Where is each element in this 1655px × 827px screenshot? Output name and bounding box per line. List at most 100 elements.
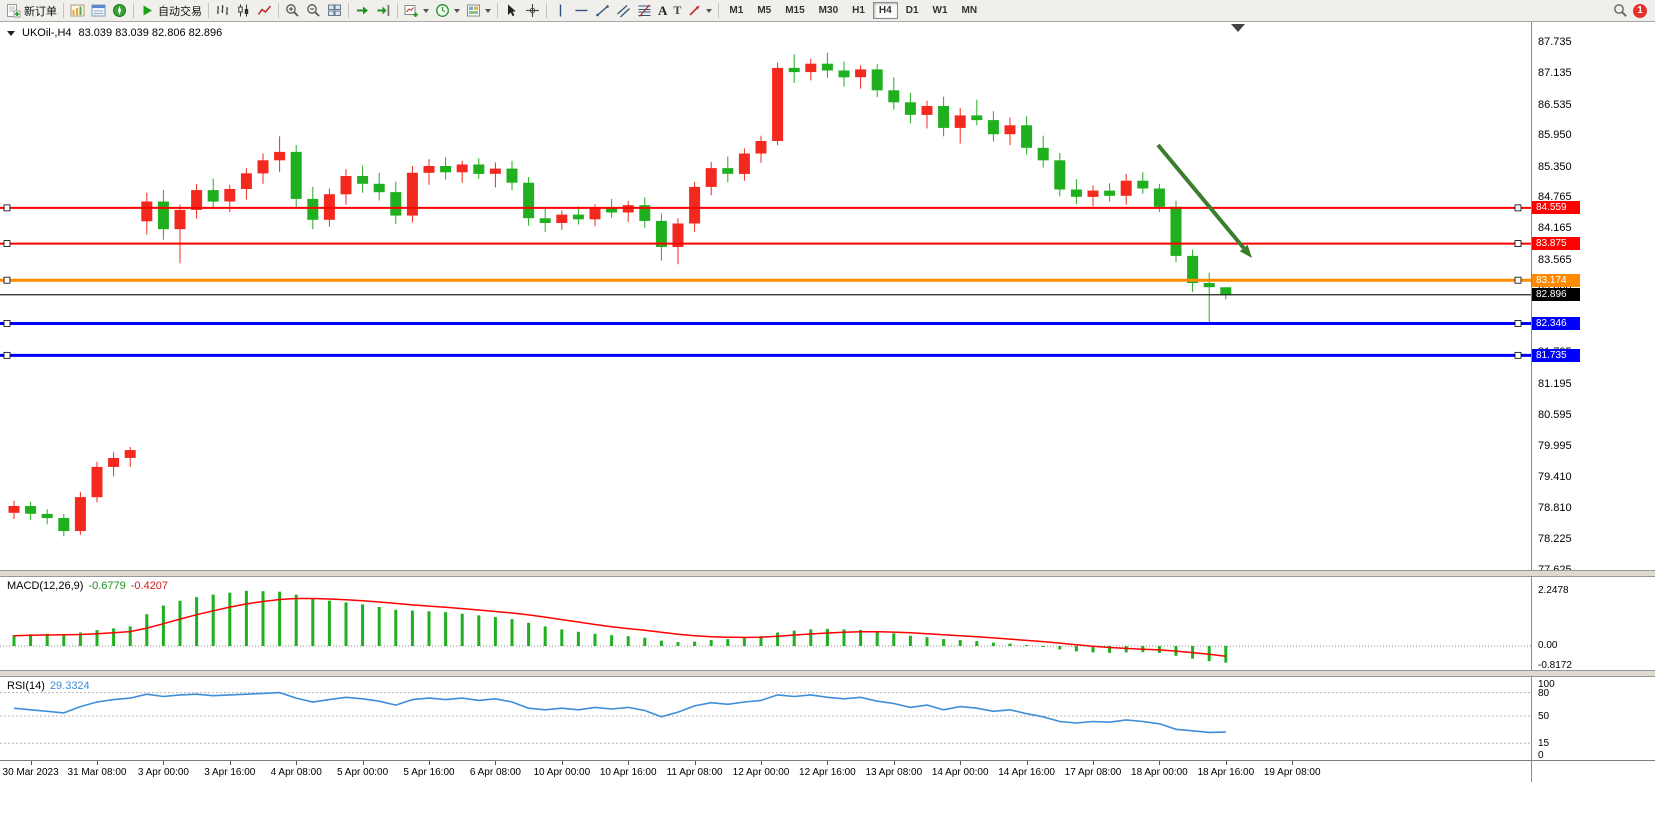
vertical-line-tool-button[interactable]: [550, 1, 571, 21]
line-handle: [1514, 276, 1522, 284]
rsi-value: 29.3324: [49, 680, 90, 692]
time-label: 13 Apr 08:00: [865, 767, 923, 778]
time-axis-tick: [97, 761, 98, 765]
rsi-panel[interactable]: [0, 677, 1531, 760]
tile-windows-button[interactable]: [324, 1, 345, 21]
tile-windows-icon: [328, 4, 341, 16]
price-scale-label: 86.535: [1538, 98, 1572, 111]
time-label: 11 Apr 08:00: [666, 767, 723, 778]
dropdown-arrow-icon: [423, 8, 429, 13]
time-label: 12 Apr 00:00: [732, 767, 790, 778]
timeframe-m15-button[interactable]: M15: [779, 2, 810, 19]
arrows-tool-button[interactable]: [684, 1, 715, 21]
price-badge-81.735: 81.735: [1532, 348, 1580, 362]
price-scale-label: 78.225: [1538, 532, 1572, 545]
price-badge-83.875: 83.875: [1532, 237, 1580, 251]
macd-scale-label: -0.8172: [1538, 659, 1572, 671]
fibonacci-tool-button[interactable]: [634, 1, 655, 21]
data-window-button[interactable]: [88, 1, 109, 21]
cursor-icon: [508, 4, 516, 17]
text-tool-button[interactable]: A: [655, 1, 670, 21]
main-price-chart[interactable]: [0, 22, 1531, 570]
chart-shift-marker: [1231, 24, 1245, 32]
periods-button[interactable]: [432, 1, 463, 21]
time-axis[interactable]: 30 Mar 2023 31 Mar 08:00 3 Apr 00:00 3 Apr …: [0, 760, 1655, 782]
dropdown-arrow-icon: [706, 8, 713, 13]
timeframe-w1-button[interactable]: W1: [927, 2, 954, 19]
candlestick-chart-button[interactable]: [233, 1, 254, 21]
zoom-out-button[interactable]: [303, 1, 324, 21]
price-scale-label: 79.410: [1538, 470, 1572, 483]
horizontal-line-icon: [575, 9, 588, 12]
chart-shift-button[interactable]: [373, 1, 394, 21]
macd-label: MACD(12,26,9) -0.6779 -0.4207: [7, 580, 168, 592]
trendline-tool-button[interactable]: [592, 1, 613, 21]
bar-chart-button[interactable]: [212, 1, 233, 21]
price-badge-82.346: 82.346: [1532, 316, 1580, 330]
timeframe-m1-button[interactable]: M1: [723, 2, 749, 19]
line-chart-button[interactable]: [254, 1, 275, 21]
auto-scroll-button[interactable]: [352, 1, 373, 21]
main-toolbar: 新订单 自动交易 A T: [0, 0, 1655, 22]
navigator-button[interactable]: [109, 1, 130, 21]
zoom-in-icon: [286, 4, 299, 17]
oneclick-panel-arrow[interactable]: [7, 30, 15, 36]
channel-tool-button[interactable]: [613, 1, 634, 21]
macd-name: MACD(12,26,9): [7, 580, 84, 592]
line-handle: [3, 204, 11, 212]
time-axis-tick: [163, 761, 165, 765]
panel-splitter[interactable]: [0, 570, 1655, 577]
macd-signal-line: [13, 597, 1226, 658]
label-tool-button[interactable]: T: [670, 1, 684, 21]
time-label: 30 Mar 2023: [2, 767, 59, 778]
zoom-in-button[interactable]: [282, 1, 303, 21]
toolbar-separator: [348, 3, 349, 18]
rsi-scale-label: 80: [1538, 687, 1550, 699]
dropdown-arrow-icon: [454, 8, 460, 13]
line-chart-icon: [257, 5, 272, 15]
autotrading-button[interactable]: 自动交易: [137, 1, 205, 21]
trendline-icon: [596, 5, 609, 17]
cursor-button[interactable]: [501, 1, 522, 21]
time-label: 4 Apr 08:00: [270, 767, 322, 778]
time-label: 10 Apr 16:00: [599, 767, 657, 778]
chart-title: UKOil-,H4 83.039 83.039 82.806 82.896: [7, 27, 222, 39]
market-watch-button[interactable]: [67, 1, 88, 21]
trend-arrow: [1156, 143, 1246, 250]
panel-splitter[interactable]: [0, 670, 1655, 677]
timeframe-mn-button[interactable]: MN: [956, 2, 984, 19]
new-order-button[interactable]: 新订单: [3, 1, 60, 21]
market-watch-icon: [70, 4, 85, 17]
time-label: 3 Apr 16:00: [204, 767, 256, 778]
line-handle: [1514, 204, 1522, 212]
bar-chart-icon: [217, 5, 228, 15]
timeframe-m30-button[interactable]: M30: [813, 2, 844, 19]
toolbar-separator: [208, 3, 209, 18]
notification-badge[interactable]: 1: [1633, 3, 1647, 18]
fibonacci-icon: [638, 4, 651, 17]
time-axis-tick: [1093, 761, 1094, 765]
time-label: 6 Apr 08:00: [469, 767, 521, 778]
time-label: 18 Apr 16:00: [1197, 767, 1255, 778]
time-axis-tick: [495, 761, 497, 765]
timeframe-d1-button[interactable]: D1: [900, 2, 925, 19]
time-axis-tick: [628, 761, 630, 765]
toolbar-separator: [63, 3, 64, 18]
horizontal-line-tool-button[interactable]: [571, 1, 592, 21]
time-axis-tick: [694, 761, 696, 765]
toolbar-separator: [278, 3, 279, 18]
time-axis-tick: [30, 761, 32, 765]
crosshair-button[interactable]: [522, 1, 543, 21]
arrows-tool-icon: [689, 5, 700, 16]
timeframe-h4-button[interactable]: H4: [872, 2, 898, 19]
chart-shift-icon: [377, 5, 390, 16]
price-scale-label: 78.810: [1538, 502, 1572, 515]
timeframe-h1-button[interactable]: H1: [846, 2, 871, 19]
macd-panel[interactable]: [0, 577, 1531, 672]
timeframe-m5-button[interactable]: M5: [751, 2, 777, 19]
search-button[interactable]: [1610, 1, 1631, 21]
new-chart-icon: [404, 5, 418, 17]
new-chart-button[interactable]: [401, 1, 432, 21]
templates-button[interactable]: [463, 1, 494, 21]
macd-scale-label: 0.00: [1538, 640, 1558, 651]
